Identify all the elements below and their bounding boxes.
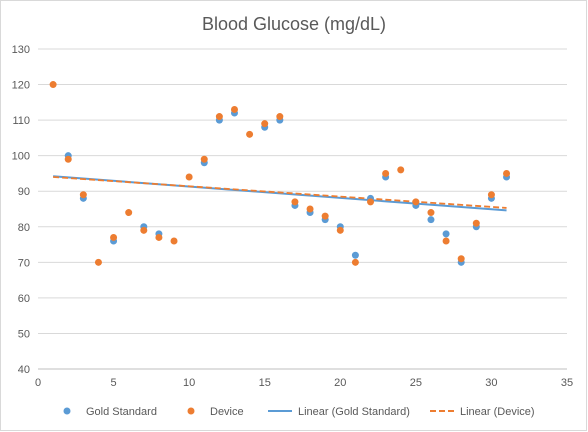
data-point-series-2 — [64, 155, 72, 163]
data-point-series-2 — [261, 120, 269, 128]
legend: Gold Standard Device Linear (Gold Standard… — [63, 406, 535, 418]
data-point-series-2 — [412, 198, 420, 206]
data-point-series-1 — [442, 230, 450, 238]
trendlines — [53, 175, 507, 212]
data-point-series-2 — [367, 198, 375, 206]
data-points — [49, 81, 511, 266]
data-point-series-2 — [487, 191, 495, 199]
data-point-series-2 — [382, 169, 390, 177]
x-tick-label: 10 — [183, 377, 195, 389]
legend-marker-2 — [187, 407, 195, 415]
y-tick-label: 110 — [12, 115, 30, 127]
y-tick-label: 50 — [18, 328, 30, 340]
x-tick-label: 20 — [334, 377, 346, 389]
data-point-series-2 — [246, 130, 254, 138]
data-point-series-2 — [125, 209, 133, 217]
data-point-series-2 — [110, 233, 118, 241]
data-point-series-2 — [291, 198, 299, 206]
data-point-series-2 — [94, 258, 102, 266]
trendline-2 — [53, 176, 507, 209]
y-tick-label: 130 — [12, 44, 30, 56]
x-tick-label: 15 — [259, 377, 271, 389]
data-point-series-2 — [49, 81, 57, 89]
data-point-series-2 — [140, 226, 148, 234]
data-point-series-2 — [503, 169, 511, 177]
data-point-series-2 — [230, 105, 238, 113]
data-point-series-2 — [427, 209, 435, 217]
legend-label-1: Gold Standard — [86, 406, 157, 418]
y-tick-label: 100 — [12, 151, 30, 163]
x-tick-label: 35 — [561, 377, 573, 389]
data-point-series-2 — [306, 205, 314, 213]
data-point-series-2 — [155, 233, 163, 241]
data-point-series-2 — [351, 258, 359, 266]
data-point-series-2 — [276, 113, 284, 121]
y-tick-label: 70 — [18, 257, 30, 269]
y-tick-label: 90 — [18, 186, 30, 198]
x-tick-label: 0 — [35, 377, 41, 389]
x-tick-label: 5 — [111, 377, 117, 389]
data-point-series-2 — [442, 237, 450, 245]
data-point-series-2 — [215, 113, 223, 121]
y-tick-label: 80 — [18, 222, 30, 234]
x-tick-label: 25 — [410, 377, 422, 389]
y-tick-label: 120 — [12, 80, 30, 92]
data-point-series-2 — [472, 219, 480, 227]
data-point-series-2 — [321, 212, 329, 220]
x-axis-ticks: 0 5 10 15 20 25 30 35 — [35, 377, 573, 389]
y-tick-label: 40 — [18, 364, 30, 376]
data-point-series-2 — [336, 226, 344, 234]
data-point-series-1 — [427, 216, 435, 224]
y-tick-label: 60 — [18, 293, 30, 305]
data-point-series-2 — [397, 166, 405, 174]
legend-label-2: Device — [210, 406, 244, 418]
legend-label-4: Linear (Device) — [460, 406, 535, 418]
data-point-series-1 — [351, 251, 359, 259]
x-tick-label: 30 — [485, 377, 497, 389]
data-point-series-2 — [457, 255, 465, 263]
data-point-series-2 — [170, 237, 178, 245]
gridlines — [38, 48, 567, 334]
data-point-series-2 — [79, 191, 87, 199]
legend-label-3: Linear (Gold Standard) — [298, 406, 410, 418]
data-point-series-2 — [200, 155, 208, 163]
y-axis-ticks: 40 50 60 70 80 90 100 110 120 130 — [12, 44, 30, 376]
legend-marker-1 — [63, 407, 71, 415]
data-point-series-2 — [185, 173, 193, 181]
chart-title: Blood Glucose (mg/dL) — [202, 14, 386, 34]
